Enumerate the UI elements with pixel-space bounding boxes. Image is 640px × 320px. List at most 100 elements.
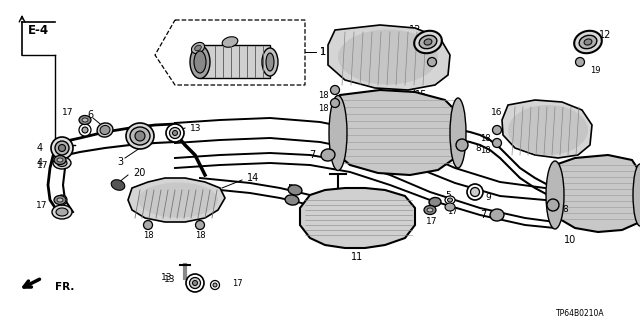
Text: 18: 18 — [480, 146, 490, 155]
Text: 5: 5 — [287, 183, 293, 193]
Text: 17: 17 — [447, 207, 458, 217]
Text: 10: 10 — [564, 235, 576, 245]
Ellipse shape — [330, 99, 339, 108]
Ellipse shape — [130, 127, 150, 145]
Ellipse shape — [508, 105, 588, 155]
Text: 13: 13 — [190, 124, 202, 132]
Text: 16: 16 — [490, 108, 502, 116]
Ellipse shape — [135, 131, 145, 141]
Text: 3: 3 — [117, 157, 123, 167]
Text: 4: 4 — [37, 143, 43, 153]
Text: 11: 11 — [351, 252, 363, 262]
Ellipse shape — [456, 139, 468, 151]
Ellipse shape — [57, 195, 67, 205]
Text: 2: 2 — [190, 34, 196, 43]
Ellipse shape — [57, 158, 63, 162]
Text: 17: 17 — [35, 201, 47, 210]
Text: 1: 1 — [320, 47, 326, 57]
Text: 2: 2 — [232, 28, 237, 37]
Text: 17: 17 — [232, 278, 243, 287]
Polygon shape — [300, 188, 415, 248]
Text: 12: 12 — [599, 30, 611, 40]
Ellipse shape — [79, 124, 91, 136]
Ellipse shape — [470, 188, 479, 196]
Ellipse shape — [429, 197, 441, 206]
Ellipse shape — [57, 159, 67, 166]
Ellipse shape — [111, 180, 125, 190]
Ellipse shape — [445, 203, 455, 211]
Text: 15: 15 — [415, 90, 428, 100]
Text: 9: 9 — [485, 193, 491, 202]
Text: 1: 1 — [320, 47, 326, 57]
Ellipse shape — [493, 125, 502, 134]
Ellipse shape — [493, 139, 502, 148]
Ellipse shape — [126, 123, 154, 149]
Ellipse shape — [575, 58, 584, 67]
Ellipse shape — [450, 98, 466, 168]
Ellipse shape — [467, 184, 483, 200]
Text: 7: 7 — [309, 150, 315, 160]
Ellipse shape — [490, 209, 504, 221]
Ellipse shape — [195, 220, 205, 229]
Text: 18: 18 — [480, 133, 490, 142]
Ellipse shape — [82, 118, 88, 122]
Ellipse shape — [427, 208, 433, 212]
Polygon shape — [328, 25, 450, 90]
Text: 13: 13 — [161, 274, 172, 283]
Text: 18: 18 — [317, 103, 328, 113]
Text: E-4: E-4 — [28, 23, 49, 36]
Ellipse shape — [60, 197, 65, 203]
Ellipse shape — [193, 281, 198, 285]
Ellipse shape — [54, 196, 66, 204]
Text: 20: 20 — [133, 168, 145, 178]
Text: 18: 18 — [195, 230, 205, 239]
Ellipse shape — [186, 274, 204, 292]
Ellipse shape — [574, 31, 602, 53]
Ellipse shape — [338, 29, 438, 84]
Ellipse shape — [546, 161, 564, 229]
Ellipse shape — [189, 277, 200, 289]
Ellipse shape — [55, 141, 69, 155]
Ellipse shape — [51, 137, 73, 159]
Text: 17: 17 — [36, 161, 48, 170]
Ellipse shape — [190, 45, 210, 78]
Text: 8: 8 — [562, 205, 568, 214]
Ellipse shape — [211, 281, 220, 290]
Ellipse shape — [194, 51, 206, 73]
Ellipse shape — [419, 35, 437, 49]
Text: 19: 19 — [589, 66, 600, 75]
Ellipse shape — [447, 198, 452, 202]
Ellipse shape — [170, 127, 180, 139]
Ellipse shape — [633, 164, 640, 226]
Ellipse shape — [321, 149, 335, 161]
Ellipse shape — [547, 199, 559, 211]
Ellipse shape — [143, 220, 152, 229]
Polygon shape — [155, 20, 305, 85]
Ellipse shape — [288, 185, 302, 195]
Text: 18: 18 — [143, 230, 154, 239]
Polygon shape — [550, 155, 640, 232]
Polygon shape — [502, 100, 592, 158]
Text: 18: 18 — [317, 91, 328, 100]
Ellipse shape — [329, 95, 347, 171]
Text: 19: 19 — [415, 68, 425, 76]
Ellipse shape — [424, 205, 436, 214]
Ellipse shape — [266, 53, 274, 71]
Text: FR.: FR. — [55, 282, 74, 292]
Ellipse shape — [173, 131, 177, 135]
Text: 5: 5 — [445, 190, 451, 199]
Text: 13: 13 — [163, 276, 175, 284]
Ellipse shape — [97, 123, 113, 137]
Ellipse shape — [82, 127, 88, 133]
Polygon shape — [128, 178, 225, 222]
Polygon shape — [200, 45, 270, 78]
Ellipse shape — [330, 85, 339, 94]
Ellipse shape — [191, 43, 205, 53]
Ellipse shape — [262, 48, 278, 76]
Ellipse shape — [53, 157, 71, 169]
Ellipse shape — [285, 195, 299, 205]
Ellipse shape — [424, 39, 432, 45]
Ellipse shape — [57, 198, 63, 202]
Ellipse shape — [584, 39, 592, 45]
Ellipse shape — [195, 45, 201, 51]
